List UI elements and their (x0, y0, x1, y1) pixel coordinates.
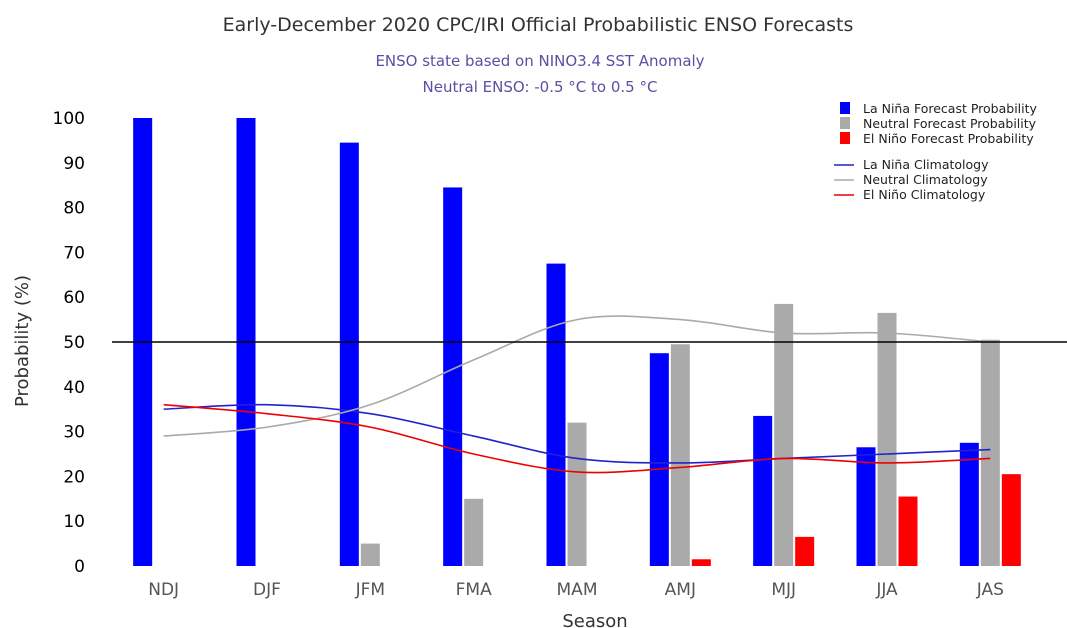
la-nina-climatology-line (163, 403, 991, 464)
neutral-climatology-legend-label: Neutral Climatology (863, 172, 988, 187)
y-tick-label: 40 (63, 378, 85, 398)
x-tick-label: AMJ (665, 580, 696, 600)
y-tick-label: 0 (74, 557, 85, 577)
neutral-forecast-probability-bar (980, 339, 1000, 566)
neutral-forecast-probability-legend-label: Neutral Forecast Probability (863, 116, 1037, 131)
chart-title: Early-December 2020 CPC/IRI Official Pro… (223, 14, 854, 36)
x-tick-label: JAS (976, 580, 1004, 600)
x-tick-label: NDJ (148, 580, 179, 600)
el-nino-forecast-probability-bar (795, 536, 815, 566)
neutral-forecast-probability-bar (877, 312, 897, 566)
neutral-climatology-line (163, 315, 991, 437)
el-nino-climatology-legend-label: El Niño Climatology (863, 187, 986, 202)
x-tick-label: FMA (456, 580, 492, 600)
chart-subtitle-line-2: Neutral ENSO: -0.5 °C to 0.5 °C (423, 78, 658, 96)
la-nina-forecast-probability-bar (546, 263, 566, 566)
la-nina-forecast-probability-bar (649, 353, 669, 566)
neutral-forecast-probability-legend-swatch (840, 117, 850, 129)
la-nina-forecast-probability-bar (959, 442, 979, 566)
la-nina-forecast-probability-bar (856, 447, 876, 566)
y-axis-tick-labels: 0 10 20 30 40 50 60 70 80 90 100 (53, 109, 85, 577)
y-tick-label: 80 (63, 199, 85, 219)
la-nina-forecast-probability-legend-swatch (840, 102, 850, 114)
la-nina-forecast-probability-bar (753, 415, 773, 566)
el-nino-forecast-probability-legend-label: El Niño Forecast Probability (863, 131, 1034, 146)
el-nino-forecast-probability-bar (691, 559, 711, 566)
x-tick-label: MJJ (771, 580, 796, 600)
climatology-lines (163, 315, 991, 474)
x-tick-label: DJF (253, 580, 281, 600)
y-tick-label: 10 (63, 512, 85, 532)
neutral-forecast-probability-bar (464, 498, 484, 566)
chart-subtitle-line-1: ENSO state based on NINO3.4 SST Anomaly (375, 52, 704, 70)
la-nina-forecast-probability-bar (443, 187, 463, 566)
el-nino-climatology-line (163, 403, 991, 474)
la-nina-climatology-legend-label: La Niña Climatology (863, 157, 989, 172)
y-tick-label: 90 (63, 154, 85, 174)
neutral-forecast-probability-bar (567, 422, 587, 566)
y-tick-label: 20 (63, 467, 85, 487)
x-tick-label: JJA (875, 580, 898, 600)
y-tick-label: 60 (63, 288, 85, 308)
x-axis-title: Season (562, 611, 627, 628)
y-tick-label: 30 (63, 423, 85, 443)
y-axis-title: Probability (%) (12, 275, 33, 407)
x-tick-label: MAM (557, 580, 598, 600)
la-nina-forecast-probability-legend-label: La Niña Forecast Probability (863, 101, 1038, 116)
x-tick-label: JFM (355, 580, 385, 600)
y-tick-label: 50 (63, 333, 85, 353)
y-tick-label: 70 (63, 243, 85, 263)
neutral-forecast-probability-bar (670, 344, 690, 566)
el-nino-forecast-probability-bar (898, 496, 918, 566)
el-nino-forecast-probability-legend-swatch (840, 132, 850, 144)
la-nina-forecast-probability-bar (339, 142, 359, 566)
bar-series (133, 118, 1021, 566)
y-tick-label: 100 (53, 109, 85, 129)
x-axis-tick-labels: NDJ DJF JFM FMA MAM AMJ MJJ JJA JAS (148, 580, 1004, 600)
neutral-forecast-probability-bar (360, 543, 380, 566)
neutral-forecast-probability-bar (774, 303, 794, 566)
el-nino-forecast-probability-bar (1001, 474, 1021, 566)
